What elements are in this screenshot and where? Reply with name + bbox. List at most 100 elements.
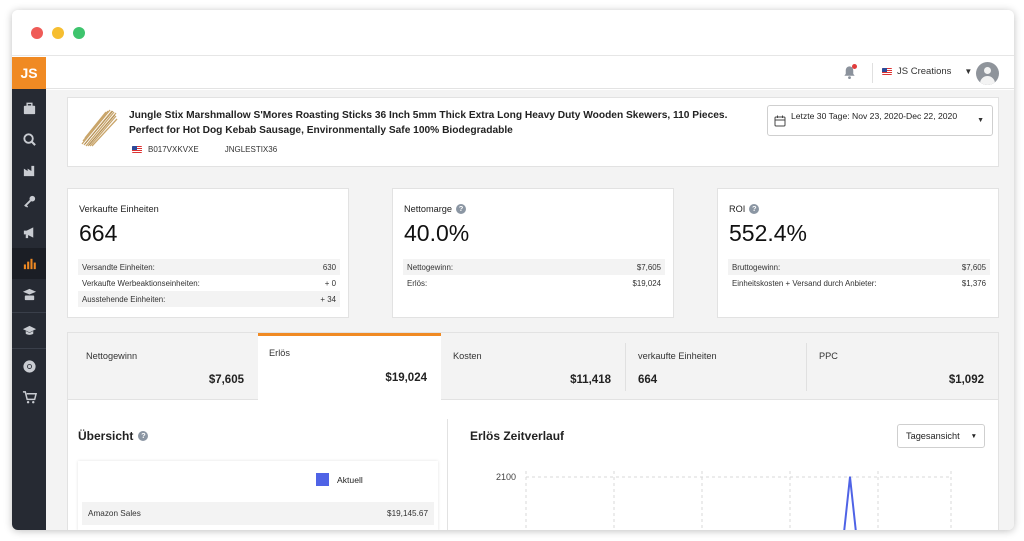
stat-card-roi: ROI? 552.4% Bruttogewinn: $7,605 Einheits… — [717, 188, 999, 318]
tab-costs[interactable]: Kosten $11,418 — [441, 333, 625, 400]
stat-row: Bruttogewinn: $7,605 — [728, 259, 990, 275]
sidebar-item-product-database[interactable] — [12, 93, 46, 124]
topbar-divider — [872, 63, 873, 83]
sidebar-item-supplier[interactable] — [12, 155, 46, 186]
sidebar-item-cart[interactable] — [12, 382, 46, 413]
bar-chart-icon — [23, 258, 36, 270]
tab-divider — [806, 343, 807, 391]
stat-value: 40.0% — [404, 220, 470, 246]
help-icon[interactable]: ? — [749, 204, 760, 214]
stat-row: Erlös: $19,024 — [403, 275, 665, 291]
sidebar-divider — [12, 348, 46, 349]
presentation-icon — [22, 288, 36, 301]
user-icon-head — [984, 67, 991, 74]
stat-label: Verkaufte Einheiten — [79, 204, 159, 214]
help-icon[interactable]: ? — [138, 431, 149, 441]
briefcase-icon — [23, 102, 35, 115]
caret-down-icon: ▼ — [964, 67, 973, 76]
sidebar-item-academy[interactable] — [12, 315, 46, 346]
minimize-window-button[interactable] — [52, 27, 64, 39]
stat-row-value: 630 — [322, 262, 336, 272]
sidebar: JS — [12, 57, 46, 530]
tab-label: verkaufte Einheiten — [638, 351, 717, 361]
stat-row-label: Einheitskosten + Versand durch Anbieter: — [732, 278, 877, 288]
us-flag-icon — [882, 68, 892, 75]
tab-divider — [625, 343, 626, 391]
stat-row: Einheitskosten + Versand durch Anbieter:… — [728, 275, 990, 291]
tab-revenue[interactable]: Erlös $19,024 — [258, 333, 441, 401]
product-card: Jungle Stix Marshmallow S'Mores Roasting… — [67, 97, 999, 167]
stat-breakdown: Bruttogewinn: $7,605 Einheitskosten + Ver… — [728, 259, 990, 291]
tab-net-profit[interactable]: Nettogewinn $7,605 — [68, 333, 258, 400]
date-range-select[interactable]: Letzte 30 Tage: Nov 23, 2020-Dec 22, 202… — [767, 105, 993, 136]
stat-row: Ausstehende Einheiten: + 34 — [78, 291, 340, 307]
tab-label: Kosten — [453, 351, 482, 361]
product-image — [80, 108, 118, 148]
stat-row-label: Nettogewinn: — [407, 262, 454, 272]
overview-table: Aktuell Amazon Sales $19,145.67 — [78, 461, 438, 530]
caret-down-icon: ▼ — [977, 117, 984, 124]
legend-label: Aktuell — [337, 475, 363, 485]
notifications-button[interactable] — [842, 64, 857, 85]
search-icon — [22, 133, 36, 146]
sidebar-item-keywords[interactable] — [12, 186, 46, 217]
user-avatar[interactable] — [976, 62, 999, 85]
product-asin: B017VXKVXE — [148, 145, 199, 154]
shopping-cart-icon — [22, 391, 37, 404]
bell-icon — [844, 66, 855, 80]
top-bar: JS Creations ▼ — [46, 57, 1014, 89]
us-flag-icon — [132, 146, 142, 153]
overview-title: Übersicht ? — [78, 429, 149, 443]
view-select-label: Tagesansicht — [906, 431, 960, 441]
megaphone-icon — [23, 227, 33, 239]
tab-value: $19,024 — [385, 372, 427, 384]
product-meta: B017VXKVXE JNGLESTIX36 — [132, 145, 277, 154]
sidebar-item-extension[interactable] — [12, 351, 46, 382]
legend-swatch — [316, 473, 329, 486]
revenue-line-chart: 2100 — [496, 471, 952, 530]
stat-row-value: $19,024 — [632, 278, 661, 288]
chart-title: Erlös Zeitverlauf — [470, 429, 565, 443]
stat-row-label: Versandte Einheiten: — [82, 262, 155, 272]
main-content: Jungle Stix Marshmallow S'Mores Roasting… — [46, 90, 1014, 530]
tab-units-sold[interactable]: verkaufte Einheiten 664 — [626, 333, 806, 400]
stat-card-net-margin: Nettomarge? 40.0% Nettogewinn: $7,605 Erl… — [392, 188, 674, 318]
stat-row-value: $7,605 — [636, 262, 661, 272]
caret-down-icon: ▼ — [970, 433, 977, 440]
stat-row-label: Verkaufte Werbeaktionseinheiten: — [82, 278, 200, 288]
app-logo[interactable]: JS — [12, 57, 46, 89]
stat-row-label: Ausstehende Einheiten: — [82, 294, 166, 304]
stat-row: Nettogewinn: $7,605 — [403, 259, 665, 275]
tab-ppc[interactable]: PPC $1,092 — [807, 333, 998, 400]
stat-row-value: $1,376 — [961, 278, 986, 288]
sidebar-item-search[interactable] — [12, 124, 46, 155]
calendar-icon — [774, 115, 786, 127]
close-window-button[interactable] — [31, 27, 43, 39]
sidebar-divider — [12, 312, 46, 313]
maximize-window-button[interactable] — [73, 27, 85, 39]
view-select[interactable]: Tagesansicht ▼ — [897, 424, 985, 448]
chart-y-tick-label: 2100 — [496, 472, 516, 482]
account-selector[interactable]: JS Creations ▼ — [882, 66, 972, 77]
stat-row-value: + 0 — [324, 278, 336, 288]
stat-breakdown: Versandte Einheiten: 630 Verkaufte Werbea… — [78, 259, 340, 307]
sidebar-item-training[interactable] — [12, 279, 46, 310]
sidebar-item-analytics[interactable] — [12, 248, 46, 279]
stat-row-value: + 34 — [320, 294, 336, 304]
stat-breakdown: Nettogewinn: $7,605 Erlös: $19,024 — [403, 259, 665, 291]
metric-tabs: Nettogewinn $7,605 Erlös $19,024 Kosten … — [68, 333, 998, 401]
chart-point — [849, 476, 851, 478]
row-label: Amazon Sales — [88, 509, 141, 518]
help-icon[interactable]: ? — [456, 204, 467, 214]
chrome-icon — [22, 360, 36, 373]
stat-row-label: Erlös: — [407, 278, 428, 288]
tab-value: 664 — [638, 374, 658, 386]
browser-window: JS — [12, 10, 1014, 530]
window-titlebar — [12, 10, 1014, 56]
tab-label: Erlös — [269, 348, 290, 358]
stat-row-value: $7,605 — [961, 262, 986, 272]
overview-title-text: Übersicht — [78, 429, 134, 443]
graduation-cap-icon — [22, 325, 36, 335]
sidebar-item-advertising[interactable] — [12, 217, 46, 248]
factory-icon — [23, 165, 34, 177]
